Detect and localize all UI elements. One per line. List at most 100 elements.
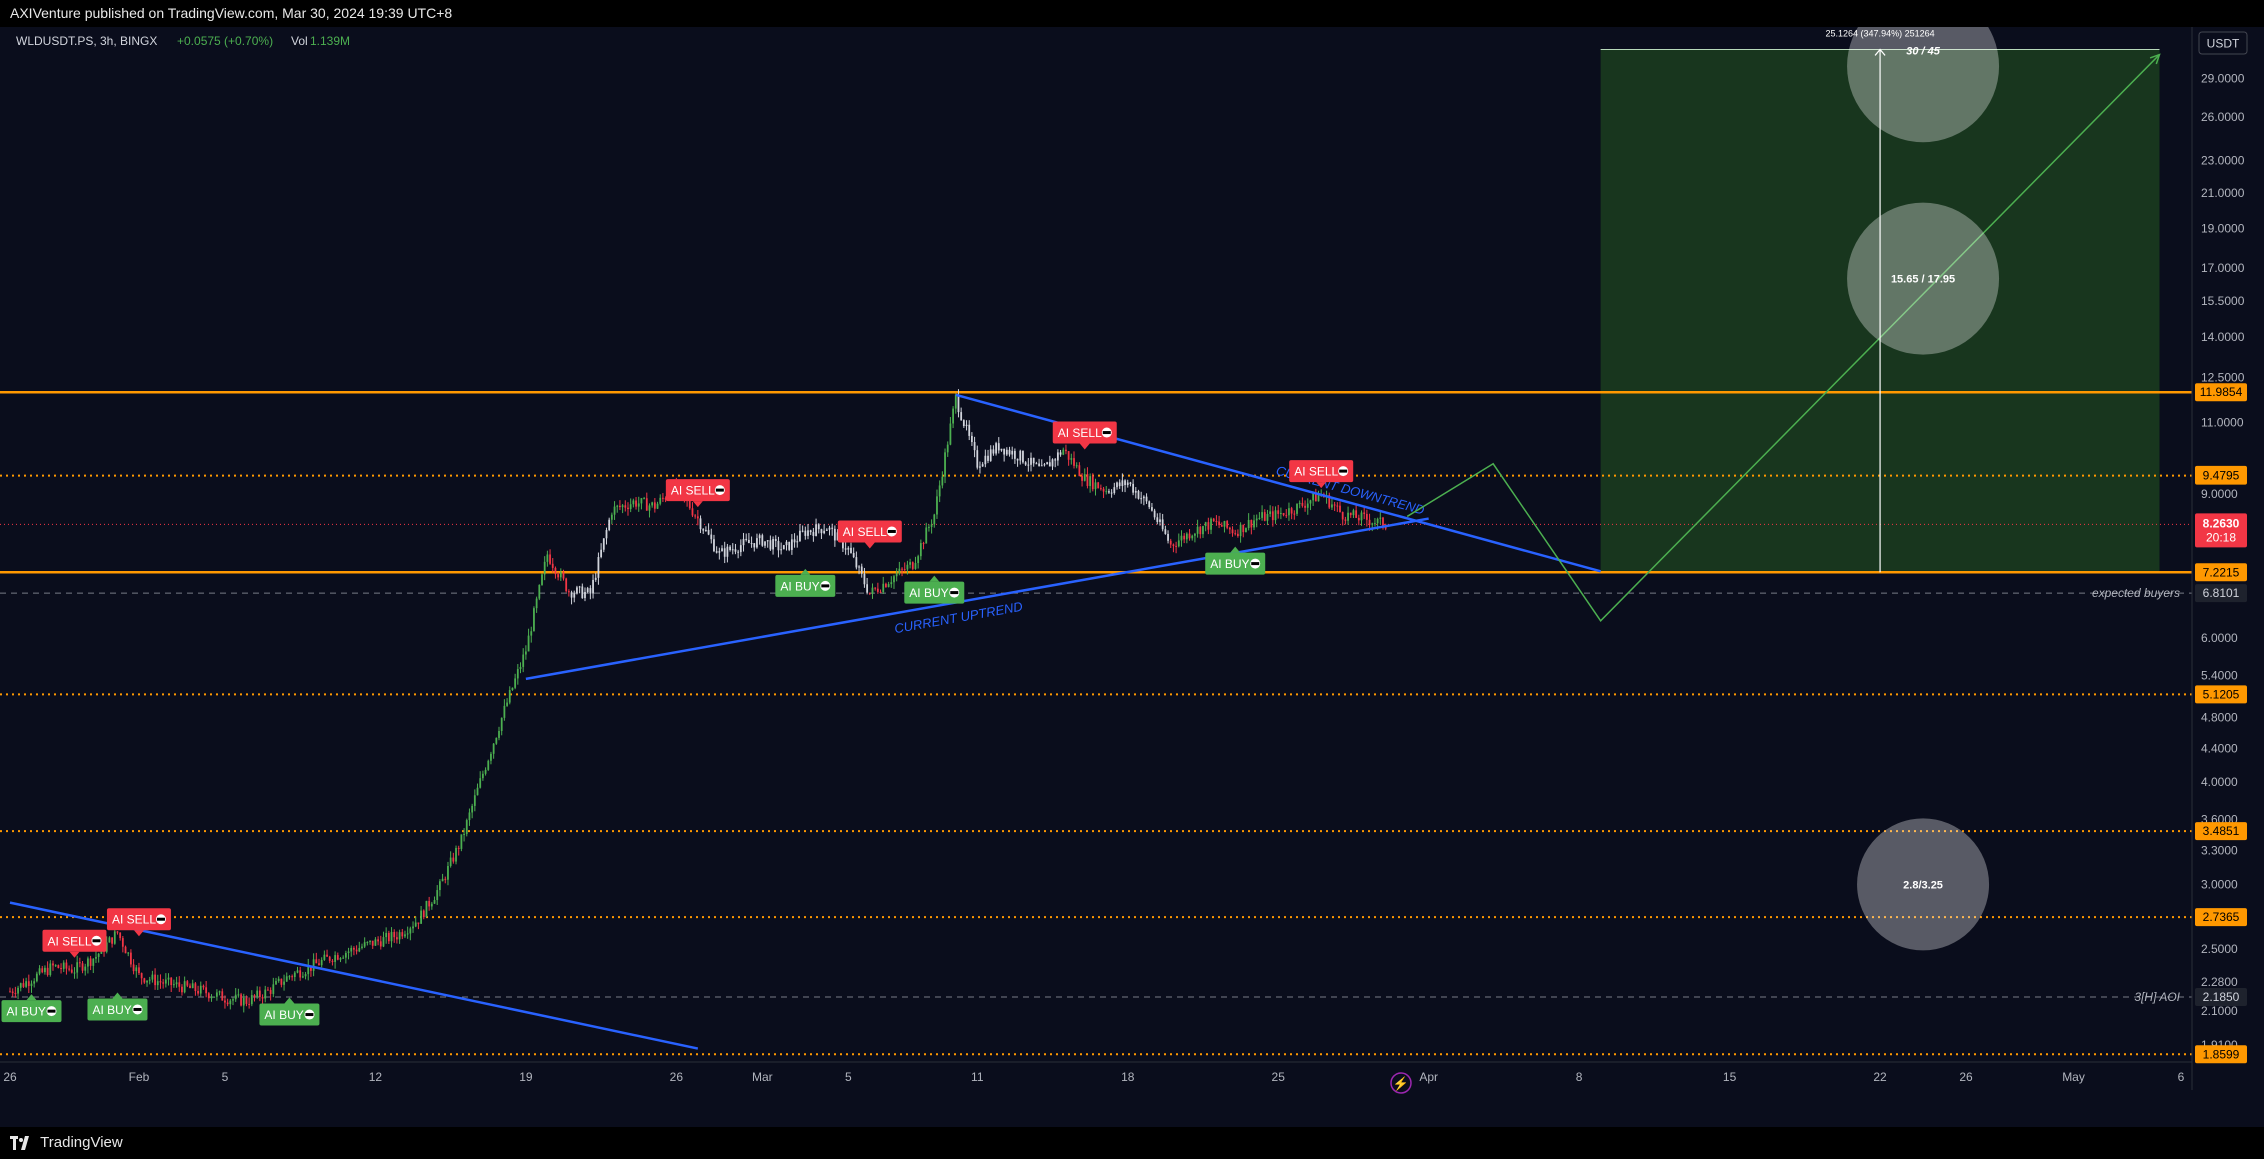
candle-body [944, 452, 946, 477]
candle-body [315, 959, 318, 964]
currency-button-frame[interactable] [2198, 31, 2248, 55]
candle-body [702, 529, 705, 531]
candle-body [844, 548, 847, 550]
price-axis[interactable]: 32.000029.000026.000023.000021.000019.00… [2191, 27, 2264, 1090]
candle-body [750, 543, 753, 545]
candle-body [60, 968, 62, 970]
candle-body [1271, 511, 1274, 521]
candle-body [116, 931, 119, 933]
candle-body [879, 591, 882, 593]
candle-body [565, 578, 568, 592]
candle-body [19, 983, 22, 988]
candle-body [782, 545, 785, 550]
robot-icon-visor [1251, 562, 1260, 566]
level-tag-text: 11.9854 [2200, 385, 2243, 399]
candle-body [1081, 476, 1083, 481]
candle-body [1005, 449, 1008, 455]
currency-button[interactable]: USDT [2198, 31, 2248, 55]
candle-body [833, 528, 836, 541]
signal-pointer [1079, 443, 1090, 450]
candle-body [898, 568, 901, 574]
candle-body [747, 539, 750, 544]
legend-vol-label: Vol [291, 34, 308, 48]
candle-body [49, 963, 52, 975]
candle-body [347, 951, 350, 953]
legend-symbol[interactable]: WLDUSDT.PS, 3h, BINGX [16, 34, 157, 48]
candle-body [178, 982, 181, 987]
candle-body [1035, 463, 1038, 465]
legend-vol-value: 1.139M [310, 34, 350, 48]
candle-body [1129, 482, 1132, 484]
candle-body [248, 1003, 251, 1005]
candle-body [656, 503, 659, 509]
time-tick-label: 26 [3, 1070, 17, 1084]
candle-body [1151, 507, 1153, 511]
candle-body [576, 587, 578, 594]
signal-tag [837, 520, 902, 543]
candle-body [586, 588, 589, 592]
price-tick-label: 2.1000 [2201, 1004, 2238, 1018]
candle-body [799, 530, 801, 542]
signal-pointer [864, 542, 875, 549]
signal-tag [1289, 460, 1354, 483]
candle-body [1075, 465, 1078, 467]
candle-body [516, 669, 519, 679]
candle-body [696, 516, 699, 519]
candle-body [299, 970, 302, 978]
level-tag-text: 6.8101 [2203, 586, 2240, 600]
candle-body [1177, 540, 1180, 547]
legend: WLDUSDT.PS, 3h, BINGX +0.0575 (+0.70%) V… [16, 34, 350, 48]
candle-body [1191, 535, 1194, 539]
currency-button-label[interactable]: USDT [2207, 37, 2240, 51]
candle-body [162, 982, 165, 984]
level-tag-box [2195, 988, 2247, 1007]
candle-body [1134, 490, 1137, 493]
level-tag-text: 3.4851 [2203, 824, 2240, 838]
candle-body [659, 497, 662, 504]
candle-body [331, 960, 334, 962]
candle-body [745, 538, 748, 540]
candle-body [301, 976, 304, 978]
signal-pointer [929, 575, 940, 582]
candle-body [269, 990, 272, 994]
candle-body [215, 992, 218, 997]
candle-body [1304, 505, 1306, 508]
candle-body [858, 566, 860, 568]
candle-body [232, 999, 234, 1001]
candle-body [1336, 505, 1339, 507]
time-axis[interactable]: 26 Feb 5 12 19 26 Mar 5 11 18 25 Apr 8 15 22 26 May 6 [0, 1061, 2192, 1084]
candle-body [181, 986, 183, 993]
candle-body [288, 976, 291, 978]
candle-body [1218, 521, 1220, 526]
candle-body [1137, 490, 1140, 499]
price-tick-label: 4.8000 [2201, 710, 2238, 724]
candle-body [573, 593, 576, 598]
candle-body [234, 994, 237, 1000]
candle-body [62, 962, 65, 969]
price-tick-label: 19.0000 [2201, 222, 2245, 236]
candle-body [691, 508, 694, 516]
candle-body [342, 957, 345, 959]
candle-body [366, 941, 369, 943]
price-tick-label: 9.0000 [2201, 487, 2238, 501]
time-tick-label: 11 [971, 1070, 984, 1084]
candle-body [1263, 512, 1266, 521]
candle-body [584, 591, 586, 599]
candle-body [1185, 533, 1188, 540]
candle-body [130, 952, 132, 965]
candle-body [895, 573, 898, 577]
candle-body [1306, 503, 1309, 508]
lightning-icon-circle[interactable] [1390, 1072, 1412, 1094]
publish-line: AXIVenture published on TradingView.com,… [10, 5, 453, 21]
candle-body [952, 408, 954, 424]
candle-body [374, 939, 377, 946]
trendline[interactable] [525, 517, 1429, 681]
candle-body [452, 857, 455, 862]
candle-body [519, 666, 522, 670]
lightning-icon[interactable]: ⚡ [1390, 1072, 1412, 1094]
candle-body [960, 412, 963, 421]
candle-body [439, 881, 441, 891]
candle-body [455, 847, 457, 862]
candle-body [954, 394, 957, 409]
